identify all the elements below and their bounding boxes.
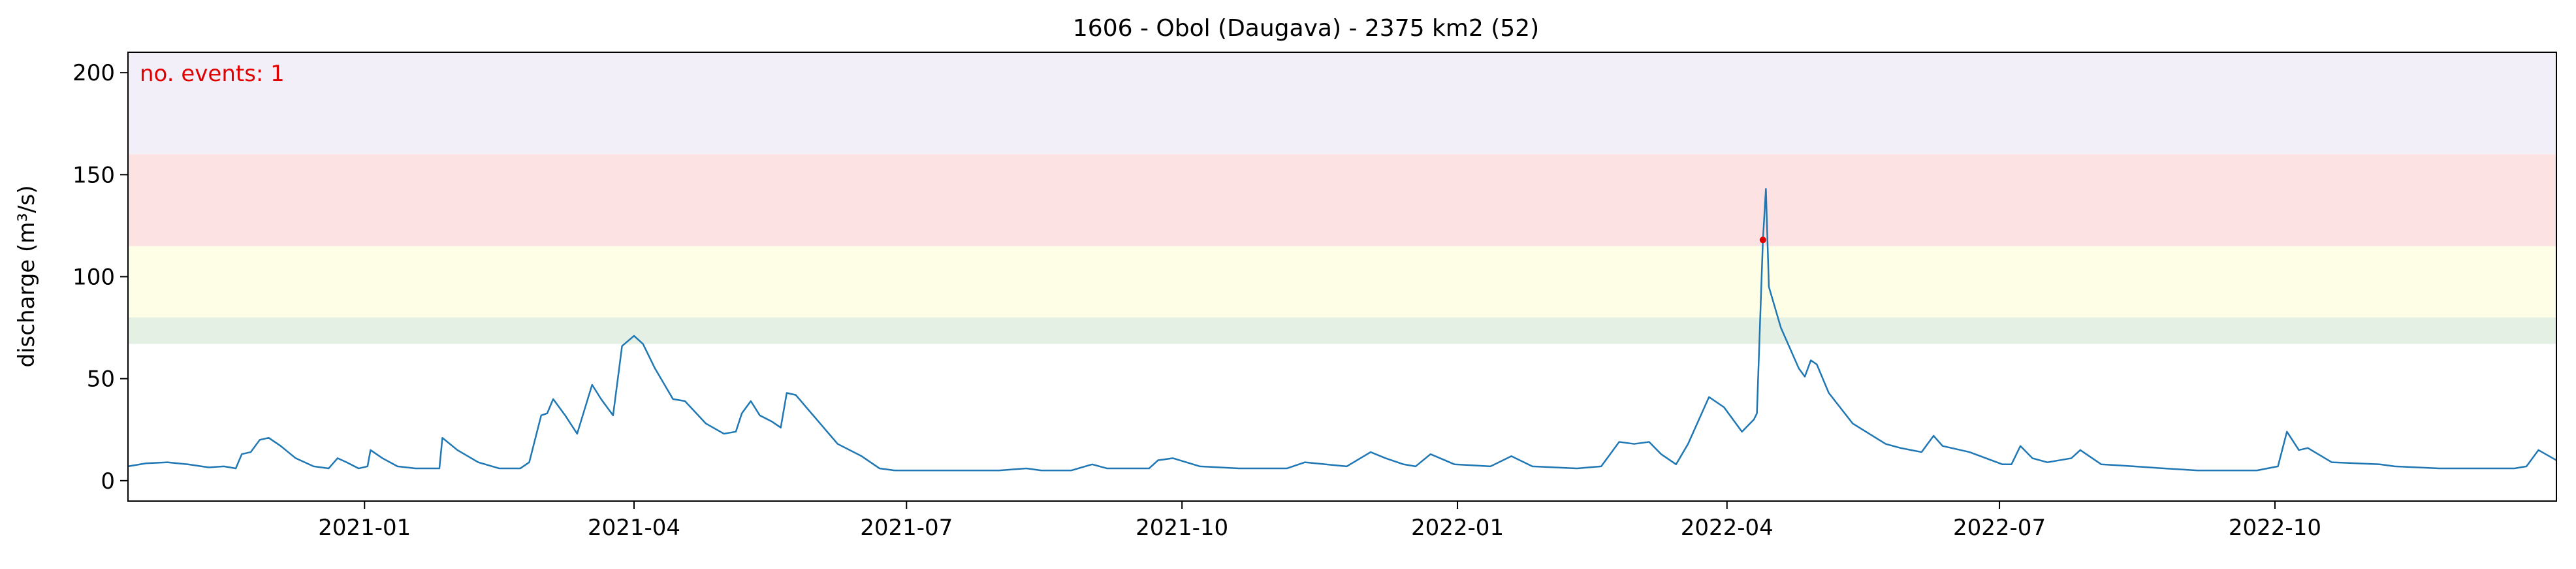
x-tick-label: 2021-04 <box>588 515 680 541</box>
y-tick-label: 150 <box>72 162 115 188</box>
y-tick-label: 200 <box>72 60 115 86</box>
x-tick-label: 2021-01 <box>318 515 411 541</box>
y-axis-label: discharge (m³/s) <box>14 186 40 368</box>
discharge-line <box>127 187 2557 472</box>
event-point <box>1759 236 1766 244</box>
y-tick-label: 50 <box>87 366 115 393</box>
threshold-band <box>128 317 2556 344</box>
x-tick-label: 2022-10 <box>2229 515 2321 541</box>
x-tick-label: 2022-07 <box>1953 515 2046 541</box>
x-tick-label: 2022-01 <box>1411 515 1504 541</box>
chart-title: 1606 - Obol (Daugava) - 2375 km2 (52) <box>1073 15 1539 42</box>
plot-frame <box>127 52 2557 502</box>
x-tick-label: 2021-10 <box>1136 515 1228 541</box>
event-count: no. events: 1 <box>140 61 285 87</box>
x-tick-label: 2021-07 <box>860 515 953 541</box>
x-tick-label: 2022-04 <box>1681 515 1773 541</box>
y-tick-label: 100 <box>72 265 115 291</box>
threshold-band <box>128 52 2556 155</box>
y-tick-label: 0 <box>101 468 115 495</box>
threshold-band <box>128 246 2556 317</box>
threshold-band <box>128 154 2556 246</box>
